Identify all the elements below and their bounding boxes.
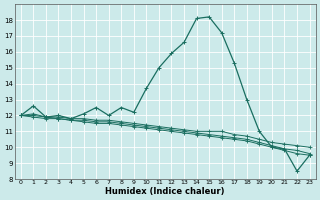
X-axis label: Humidex (Indice chaleur): Humidex (Indice chaleur): [106, 187, 225, 196]
